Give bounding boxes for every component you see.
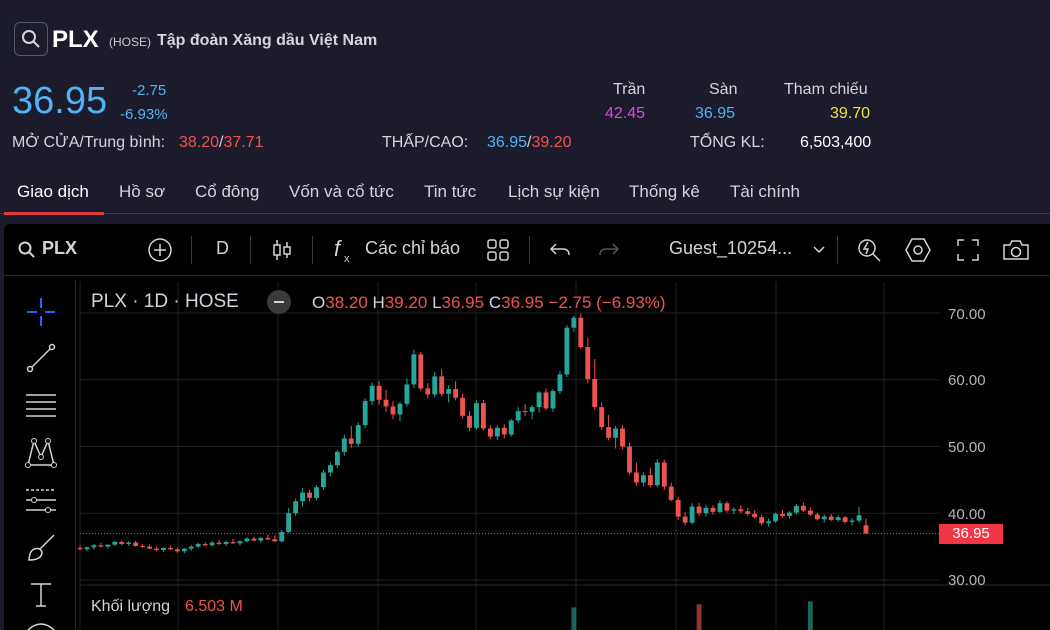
tab-tin-tuc[interactable]: Tin tức: [424, 182, 477, 201]
open-price: 38.20: [179, 134, 220, 151]
chart-widget: PLX D f x Các chỉ báo: [4, 224, 1050, 630]
legend-open: 38.20: [325, 293, 368, 312]
open-avg-label: MỞ CỬA/Trung bình:: [12, 134, 166, 151]
indicators-icon[interactable]: f x: [332, 236, 356, 264]
floor-label: Sàn: [709, 81, 738, 98]
minus-icon: [274, 301, 284, 303]
add-symbol-icon[interactable]: [148, 238, 172, 262]
toolbar-divider: [312, 236, 313, 264]
volume-label: Khối lượng: [91, 598, 171, 615]
crosshair-icon[interactable]: [25, 296, 57, 328]
chevron-down-icon[interactable]: [813, 245, 825, 255]
low-high-label: THẤP/CAO:: [382, 134, 469, 151]
candle-type-icon[interactable]: [272, 238, 292, 262]
pattern-icon[interactable]: [24, 435, 58, 469]
ceiling-label: Trần: [613, 81, 646, 98]
search-icon[interactable]: [18, 241, 36, 259]
tab-lich-su-kien[interactable]: Lịch sự kiện: [508, 182, 600, 201]
y-tick-label: 70.00: [948, 306, 986, 323]
reference-price: 39.70: [830, 105, 871, 122]
drawing-tools-sidebar: [4, 280, 76, 630]
close-label: C: [488, 293, 502, 312]
user-layout-menu[interactable]: Guest_10254...: [669, 238, 793, 258]
company-name: Tập đoàn Xăng dầu Việt Nam: [157, 32, 378, 49]
more-tools-icon[interactable]: [26, 622, 56, 630]
section-tabs: Giao dịch Hồ sơ Cổ đông Vốn và cổ tức Ti…: [0, 172, 1050, 215]
y-tick-label: 40.00: [948, 506, 986, 523]
tab-von-co-tuc[interactable]: Vốn và cổ tức: [289, 182, 394, 201]
price-change: -2.75: [132, 82, 167, 99]
average-price: 37.71: [223, 134, 264, 151]
symbol-search-button[interactable]: PLX: [42, 238, 78, 258]
separator: /: [527, 134, 532, 151]
text-tool-icon[interactable]: [28, 580, 54, 608]
low-high-values: 36.95/39.20: [487, 134, 572, 152]
current-price: 36.95: [12, 80, 108, 122]
hide-legend-button[interactable]: [267, 290, 291, 314]
search-button[interactable]: [14, 22, 48, 56]
tab-giao-dich[interactable]: Giao dịch: [17, 182, 89, 201]
exchange-label: (HOSE): [109, 35, 151, 49]
toolbar-divider: [250, 236, 251, 264]
brush-icon[interactable]: [26, 532, 58, 564]
low-price: 36.95: [487, 134, 528, 151]
legend-low: 36.95: [441, 293, 485, 312]
y-tick-label: 60.00: [948, 372, 986, 389]
toolbar-divider: [191, 236, 192, 264]
chart-toolbar: PLX D f x Các chỉ báo: [4, 224, 1050, 276]
chart-title: PLX · 1D · HOSE: [91, 291, 239, 312]
total-volume: 6,503,400: [800, 134, 872, 151]
legend-high: 39.20: [384, 293, 428, 312]
active-tab-indicator: [4, 212, 104, 215]
svg-text:x: x: [344, 253, 350, 264]
high-price: 39.20: [531, 134, 572, 151]
y-tick-label: 30.00: [948, 572, 986, 589]
open-avg-values: 38.20/37.71: [179, 134, 264, 152]
toolbar-divider: [529, 236, 530, 264]
tab-ho-so[interactable]: Hồ sơ: [119, 182, 166, 201]
interval-button[interactable]: D: [216, 238, 229, 258]
y-tick-label: 50.00: [948, 439, 986, 456]
last-price-tag: 36.95: [939, 524, 1003, 544]
price-change-percent: -6.93%: [120, 106, 168, 123]
indicators-button[interactable]: Các chỉ báo: [365, 238, 461, 258]
fib-retracement-icon[interactable]: [24, 390, 58, 420]
trend-line-icon[interactable]: [25, 342, 57, 374]
open-label: O: [312, 293, 326, 312]
reference-label: Tham chiếu: [784, 81, 868, 98]
legend-change: −2.75 (−6.93%): [548, 293, 666, 312]
forecast-icon[interactable]: [24, 485, 58, 515]
high-label: H: [372, 293, 385, 312]
ceiling-price: 42.45: [605, 105, 646, 122]
volume-value: 6.503 M: [185, 598, 243, 615]
stock-header: PLX (HOSE) Tập đoàn Xăng dầu Việt Nam 36…: [0, 0, 1050, 220]
redo-icon[interactable]: [598, 241, 620, 259]
layout-grid-icon[interactable]: [487, 239, 509, 261]
tab-tai-chinh[interactable]: Tài chính: [730, 182, 800, 201]
tab-co-dong[interactable]: Cổ đông: [195, 182, 260, 201]
separator: /: [219, 134, 224, 151]
low-label: L: [432, 293, 442, 312]
fullscreen-icon[interactable]: [957, 239, 979, 261]
floor-price: 36.95: [695, 105, 736, 122]
volume-label: TỔNG KL:: [690, 134, 765, 151]
toolbar-divider: [837, 236, 838, 264]
ticker-symbol: PLX: [52, 26, 99, 53]
tab-thong-ke[interactable]: Thống kê: [629, 182, 700, 201]
quick-search-icon[interactable]: [856, 237, 882, 263]
svg-text:f: f: [334, 236, 343, 261]
search-icon: [22, 30, 40, 48]
legend-close: 36.95: [501, 293, 544, 312]
ohlc-legend: O38.20 H39.20 L36.95 C36.95 −2.75 (−6.93…: [312, 293, 666, 313]
undo-icon[interactable]: [549, 241, 571, 259]
settings-icon[interactable]: [904, 237, 932, 263]
camera-icon[interactable]: [1002, 238, 1030, 262]
